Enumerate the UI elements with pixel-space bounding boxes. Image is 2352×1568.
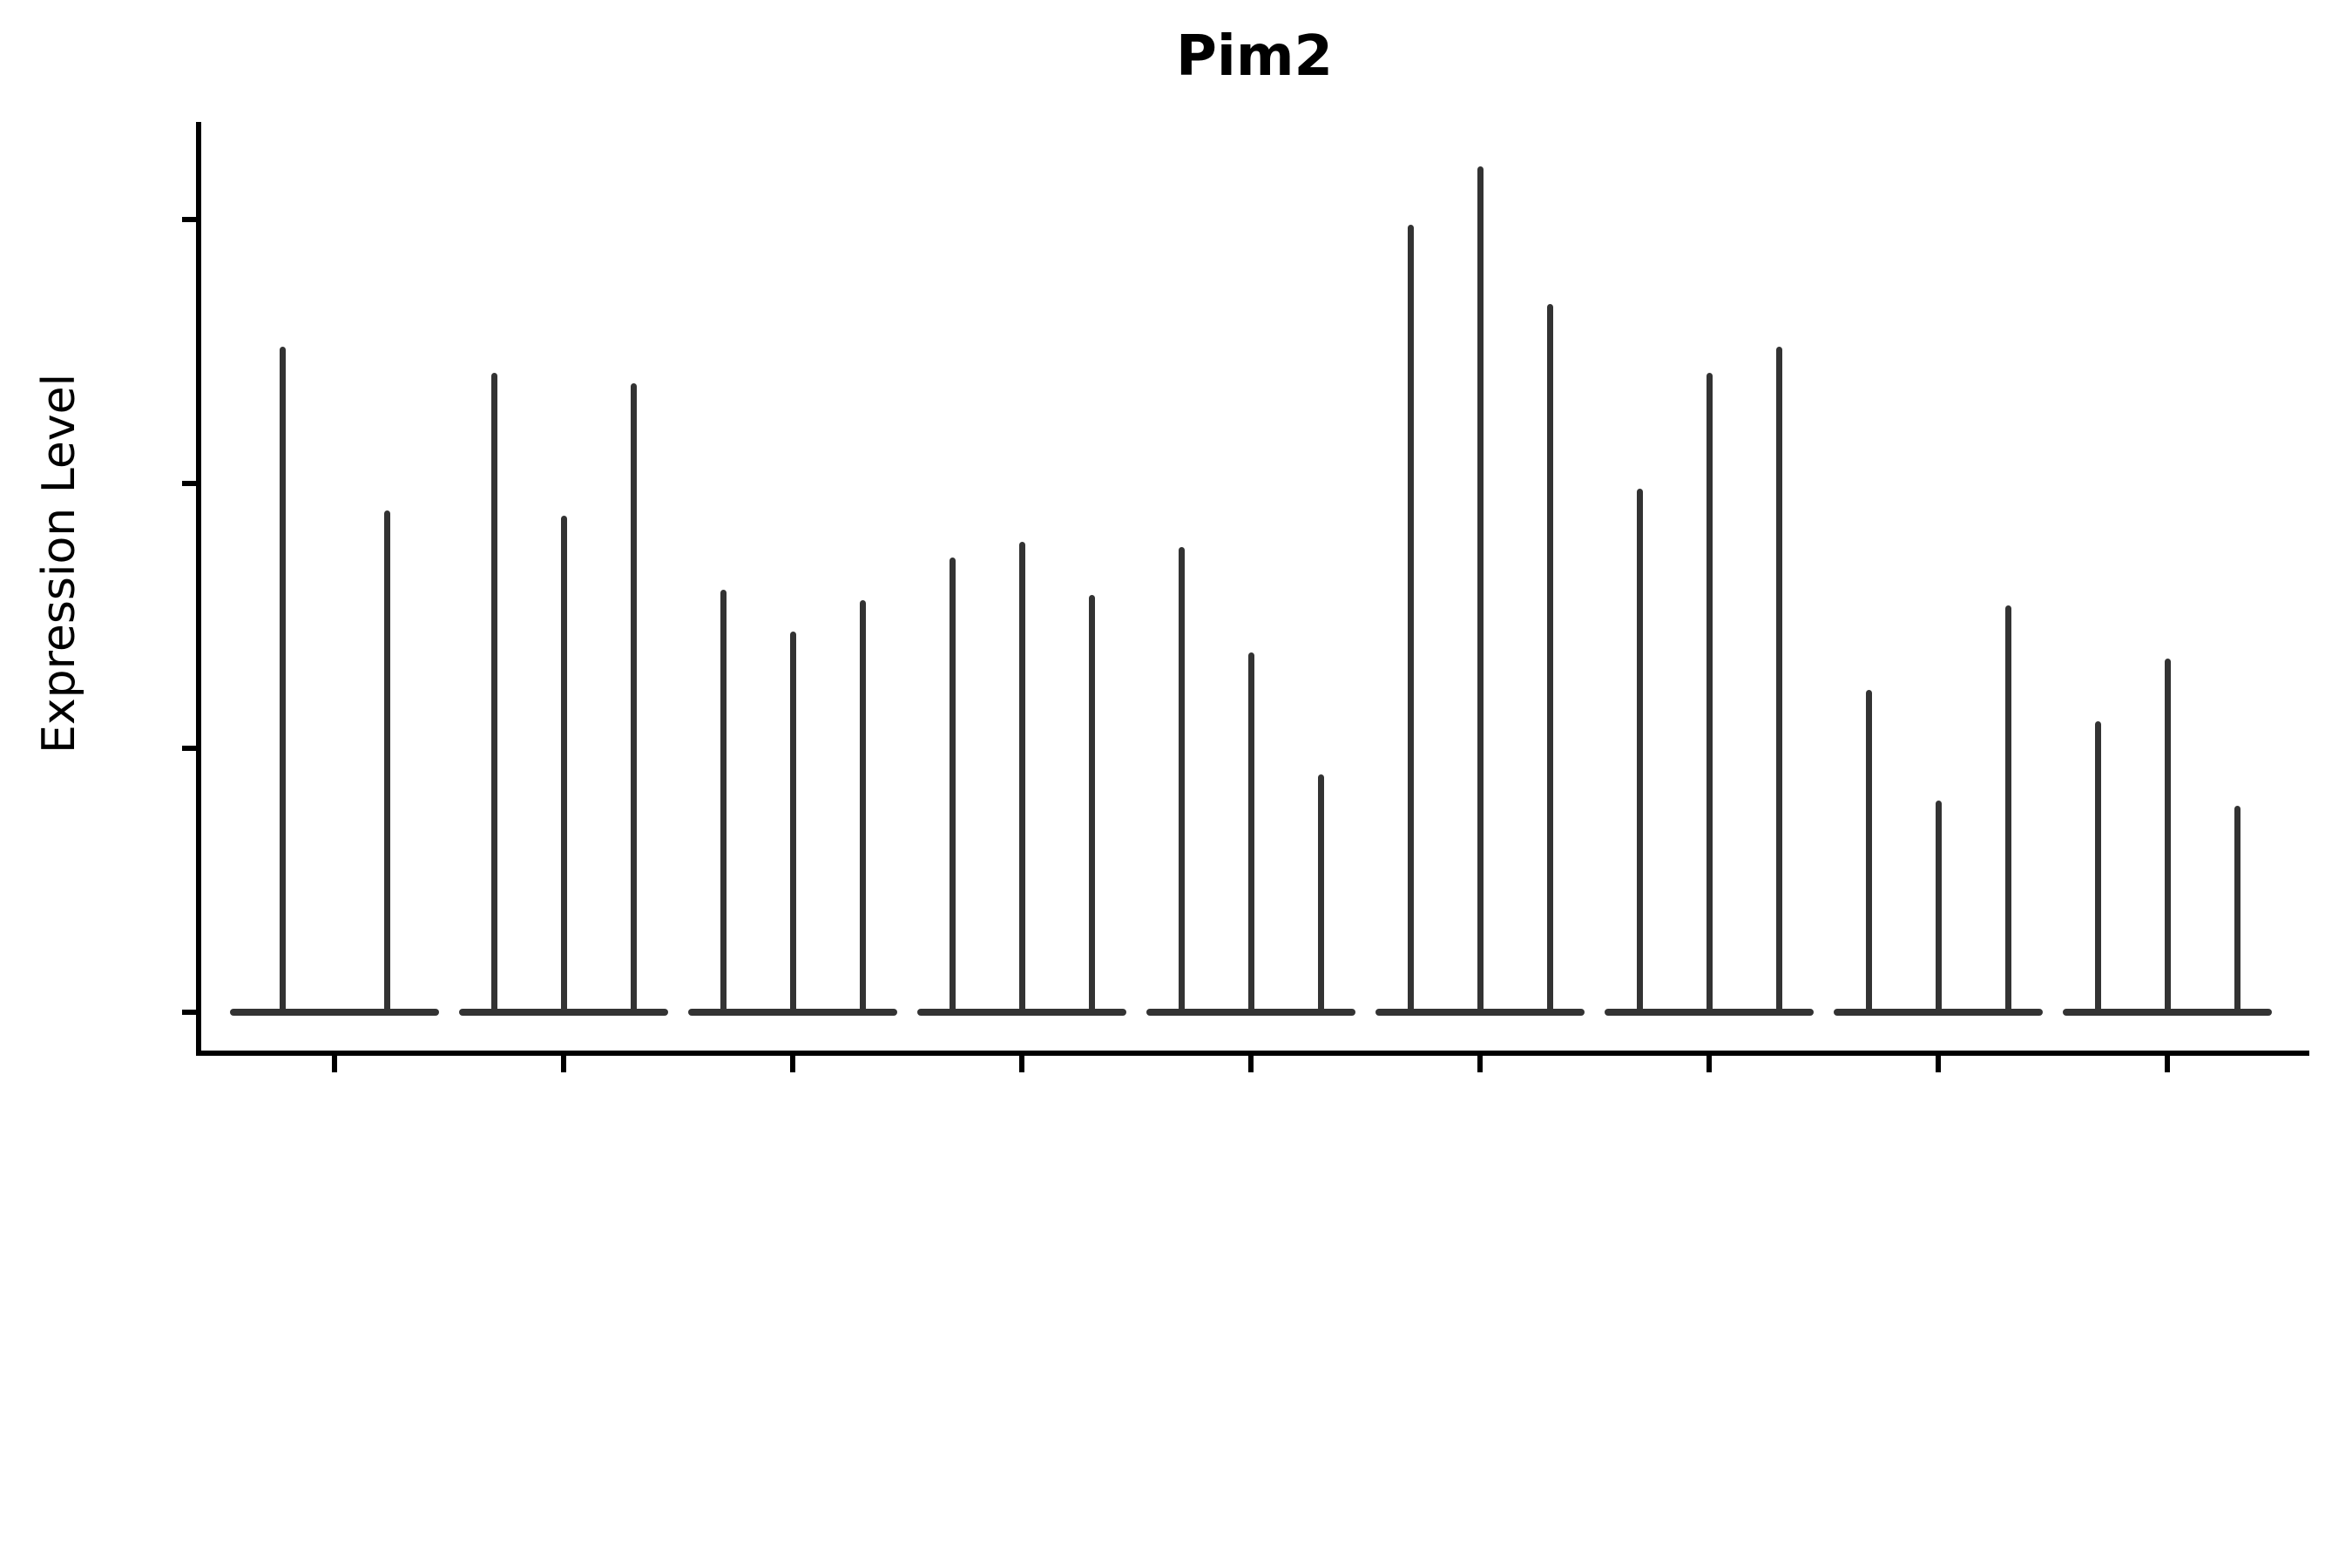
y-axis-spine (196, 122, 201, 1056)
x-tick-mark (1936, 1056, 1941, 1072)
y-tick-mark (182, 745, 199, 751)
x-tick-mark (1707, 1056, 1712, 1072)
x-tick-mark (2165, 1056, 2170, 1072)
y-tick-mark (182, 1010, 199, 1015)
violin-spike (630, 383, 637, 1016)
violin-spike (1247, 652, 1254, 1016)
violin-base (230, 1009, 439, 1016)
violin-spike (1317, 774, 1324, 1016)
violin-spike (1546, 304, 1553, 1016)
violin-spike (2004, 605, 2011, 1016)
violin-spike (1865, 689, 1872, 1016)
violin-spike (1088, 594, 1095, 1016)
violin-spike (1477, 166, 1484, 1016)
violin-spike (2164, 658, 2171, 1016)
violin-spike (789, 632, 796, 1016)
x-tick-mark (1248, 1056, 1254, 1072)
violin-spike (1178, 547, 1185, 1016)
y-axis-title: Expression Level (33, 373, 85, 754)
violin-spike (1018, 542, 1025, 1016)
x-tick-mark (561, 1056, 566, 1072)
x-tick-mark (790, 1056, 795, 1072)
violin-spike (720, 589, 727, 1016)
violin-spike (560, 515, 567, 1016)
chart-title: Pim2 (1175, 24, 1334, 89)
y-tick-mark (182, 216, 199, 222)
x-axis-spine (196, 1051, 2309, 1056)
violin-spike (2234, 806, 2240, 1016)
violin-spike (1775, 346, 1782, 1016)
y-tick-mark (182, 481, 199, 487)
violin-spike (490, 372, 497, 1016)
violin-spike (1706, 372, 1713, 1016)
x-tick-mark (1019, 1056, 1024, 1072)
violin-spike (1407, 225, 1414, 1016)
x-tick-mark (1477, 1056, 1483, 1072)
violin-spike (1935, 801, 1942, 1016)
violin-spike (1636, 489, 1643, 1016)
violin-spike (859, 599, 866, 1016)
violin-spike (279, 346, 286, 1016)
violin-spike (383, 510, 390, 1016)
x-tick-mark (332, 1056, 337, 1072)
violin-spike (949, 558, 956, 1016)
violin-spike (2094, 721, 2101, 1016)
